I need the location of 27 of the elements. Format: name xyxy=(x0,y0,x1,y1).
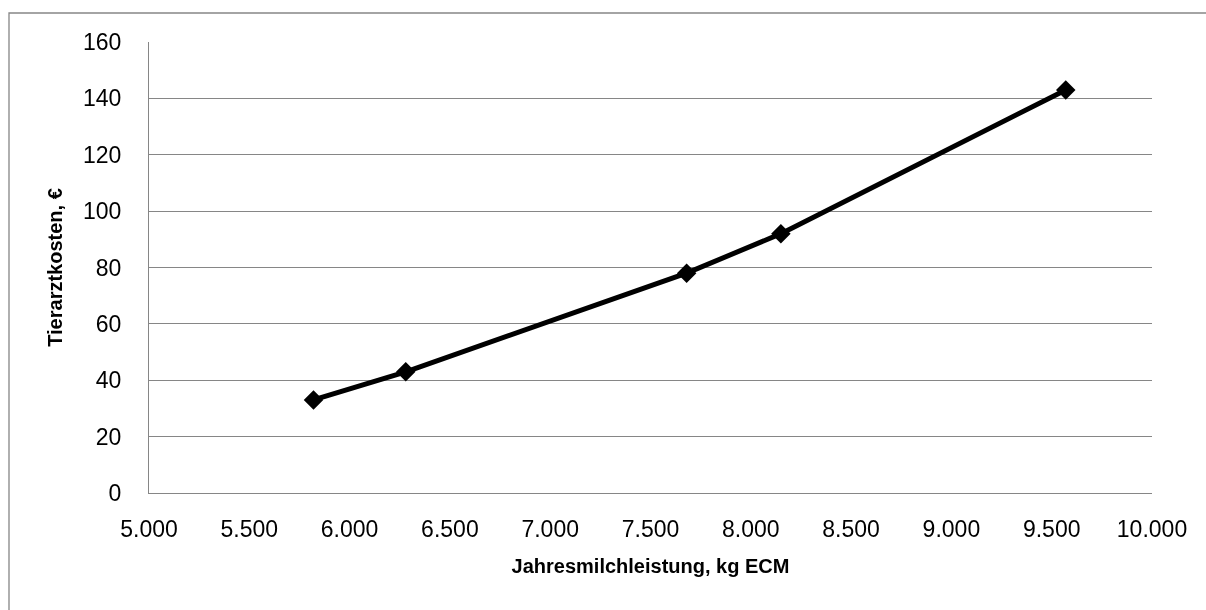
point xyxy=(676,263,697,283)
x-axis-title: Jahresmilchleistung, kg ECM xyxy=(511,555,790,578)
y-tick-label: 20 xyxy=(95,423,122,450)
point xyxy=(396,362,416,382)
y-tick-label: 160 xyxy=(82,29,122,56)
y-tick-label: 140 xyxy=(82,85,122,112)
point xyxy=(303,390,324,410)
x-tick-label: 7.000 xyxy=(521,515,579,542)
x-tick-label: 6.500 xyxy=(421,515,479,542)
y-tick-label: 40 xyxy=(95,367,122,394)
x-tick-label: 9.500 xyxy=(1022,515,1081,542)
x-tick-label: 9.000 xyxy=(922,515,981,542)
y-tick-label: 80 xyxy=(95,254,122,281)
point xyxy=(771,223,791,244)
x-tick-label: 5.500 xyxy=(220,515,279,542)
x-tick-label: 6.000 xyxy=(320,515,379,542)
x-tick-label: 8.000 xyxy=(722,515,780,542)
x-tick-label: 5.000 xyxy=(120,515,178,542)
y-axis-title: Tierarztkosten, € xyxy=(44,188,67,347)
y-tick-label: 120 xyxy=(82,141,122,168)
x-tick-label: 7.500 xyxy=(621,515,680,542)
x-tick-label: 10.000 xyxy=(1116,515,1188,542)
y-tick-label: 100 xyxy=(82,198,122,225)
y-tick-label: 60 xyxy=(95,310,122,337)
x-tick-label: 8.500 xyxy=(822,515,880,542)
y-tick-label: 0 xyxy=(108,480,122,507)
point xyxy=(1055,80,1076,100)
